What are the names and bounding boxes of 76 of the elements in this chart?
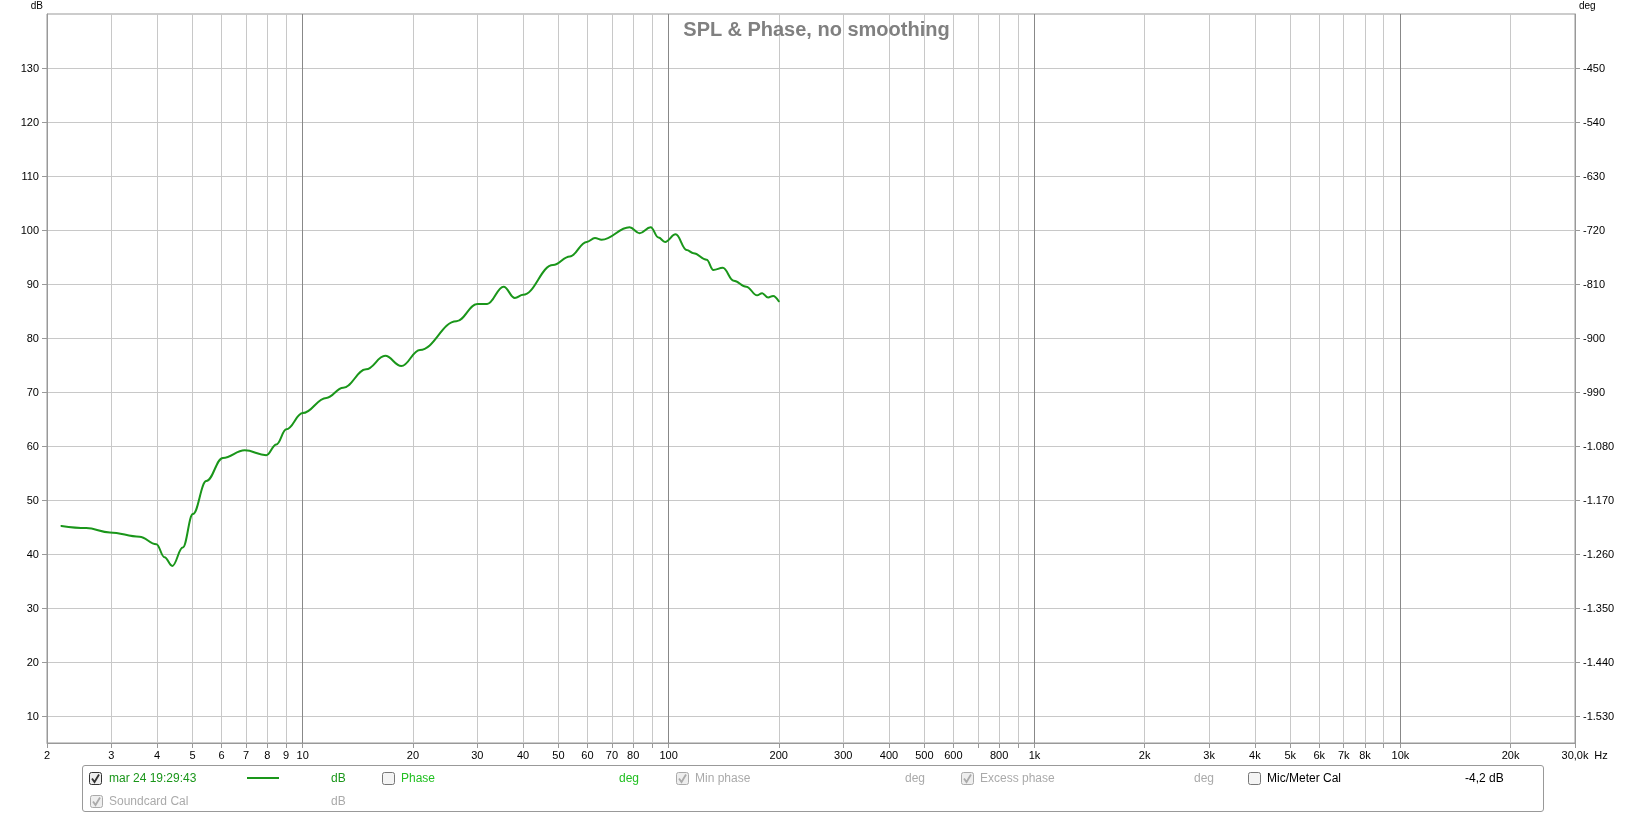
text: Excess phase xyxy=(980,771,1055,785)
y-tick-label: 110 xyxy=(21,170,39,182)
y-tick-label: 10 xyxy=(26,710,39,722)
x-tick-label: 7k xyxy=(1337,748,1351,761)
x-tick-label: 20 xyxy=(406,748,420,761)
y2-tick-label: -1.260 xyxy=(1583,548,1615,560)
text: Phase xyxy=(401,771,436,785)
y2-axis-title: deg xyxy=(1579,0,1596,11)
y-tick-label: 30 xyxy=(26,602,39,614)
x-tick-label: 80 xyxy=(627,748,640,761)
x-tick-label: 200 xyxy=(769,748,788,761)
x-tick-label: 6k xyxy=(1313,748,1326,761)
x-tick-label: 8k xyxy=(1359,748,1372,761)
x-tick-label: 4k xyxy=(1249,748,1262,761)
x-tick-label: 5k xyxy=(1284,748,1297,761)
x-tick-label: 10 xyxy=(296,748,309,761)
x-tick-label: 6 xyxy=(218,748,225,761)
text: Min phase xyxy=(695,771,751,785)
y2-tick-label: -810 xyxy=(1583,278,1606,290)
y-tick-label: 40 xyxy=(26,548,39,560)
text: dB xyxy=(331,794,346,808)
y-tick-label: 60 xyxy=(26,440,39,452)
y-tick-label: 50 xyxy=(26,494,39,506)
x-tick-label: 1k xyxy=(1028,748,1041,761)
x-tick-label: 500 xyxy=(915,748,934,761)
text: deg xyxy=(905,771,926,785)
chart-title: SPL & Phase, no smoothing xyxy=(683,18,950,40)
text: Mic/Meter Cal xyxy=(1267,771,1342,785)
y2-tick-label: -450 xyxy=(1583,62,1606,74)
y-tick-label: 100 xyxy=(20,224,39,236)
y-tick-label: 130 xyxy=(20,62,39,74)
x-tick-label: 100 xyxy=(659,748,678,761)
x-tick-label: 7 xyxy=(243,748,250,761)
x-axis-title: Hz xyxy=(1594,748,1608,761)
x-tick-label: 3 xyxy=(108,748,115,761)
x-tick-label: 300 xyxy=(834,748,853,761)
x-tick-label: 800 xyxy=(989,748,1009,761)
y2-tick-label: -630 xyxy=(1583,170,1606,182)
x-tick-label: 60 xyxy=(581,748,594,761)
x-tick-label: 5 xyxy=(189,748,196,761)
y2-tick-label: -1.440 xyxy=(1583,656,1615,668)
x-tick-label: 2k xyxy=(1138,748,1151,761)
x-tick-label: 50 xyxy=(552,748,565,761)
text: Soundcard Cal xyxy=(109,794,189,808)
x-tick-label: 600 xyxy=(944,748,963,761)
x-tick-label: 4 xyxy=(154,748,161,761)
y2-tick-label: -1.350 xyxy=(1583,602,1615,614)
x-tick-label: 3k xyxy=(1203,748,1216,761)
x-tick-label: 400 xyxy=(879,748,899,761)
text: mar 24 19:29:43 xyxy=(109,771,197,785)
text: dB xyxy=(331,771,346,785)
x-tick-label: 40 xyxy=(516,748,530,761)
y2-tick-label: -1.530 xyxy=(1583,710,1615,722)
x-tick-label: 30,0k xyxy=(1561,748,1589,761)
x-tick-label: 2 xyxy=(43,748,51,761)
y2-tick-label: -1.080 xyxy=(1583,440,1615,452)
y-axis-title: dB xyxy=(30,0,44,11)
x-tick-label: 70 xyxy=(605,748,619,761)
text: deg xyxy=(619,771,640,785)
y-tick-label: 70 xyxy=(26,386,39,398)
x-tick-label: 9 xyxy=(282,748,290,761)
x-tick-label: 30 xyxy=(471,748,484,761)
y2-tick-label: -720 xyxy=(1583,224,1606,236)
y2-tick-label: -540 xyxy=(1583,116,1606,128)
text: deg xyxy=(1194,771,1215,785)
y-tick-label: 80 xyxy=(26,332,39,344)
y2-tick-label: -900 xyxy=(1583,332,1606,344)
x-tick-label: 8 xyxy=(264,748,271,761)
x-tick-label: 20k xyxy=(1501,748,1520,761)
y2-tick-label: -990 xyxy=(1583,386,1606,398)
y2-tick-label: -1.170 xyxy=(1583,494,1615,506)
text: -4,2 dB xyxy=(1465,771,1504,785)
y-tick-label: 120 xyxy=(20,116,39,128)
y-tick-label: 20 xyxy=(26,656,39,668)
y-tick-label: 90 xyxy=(26,278,39,290)
x-tick-label: 10k xyxy=(1391,748,1410,761)
